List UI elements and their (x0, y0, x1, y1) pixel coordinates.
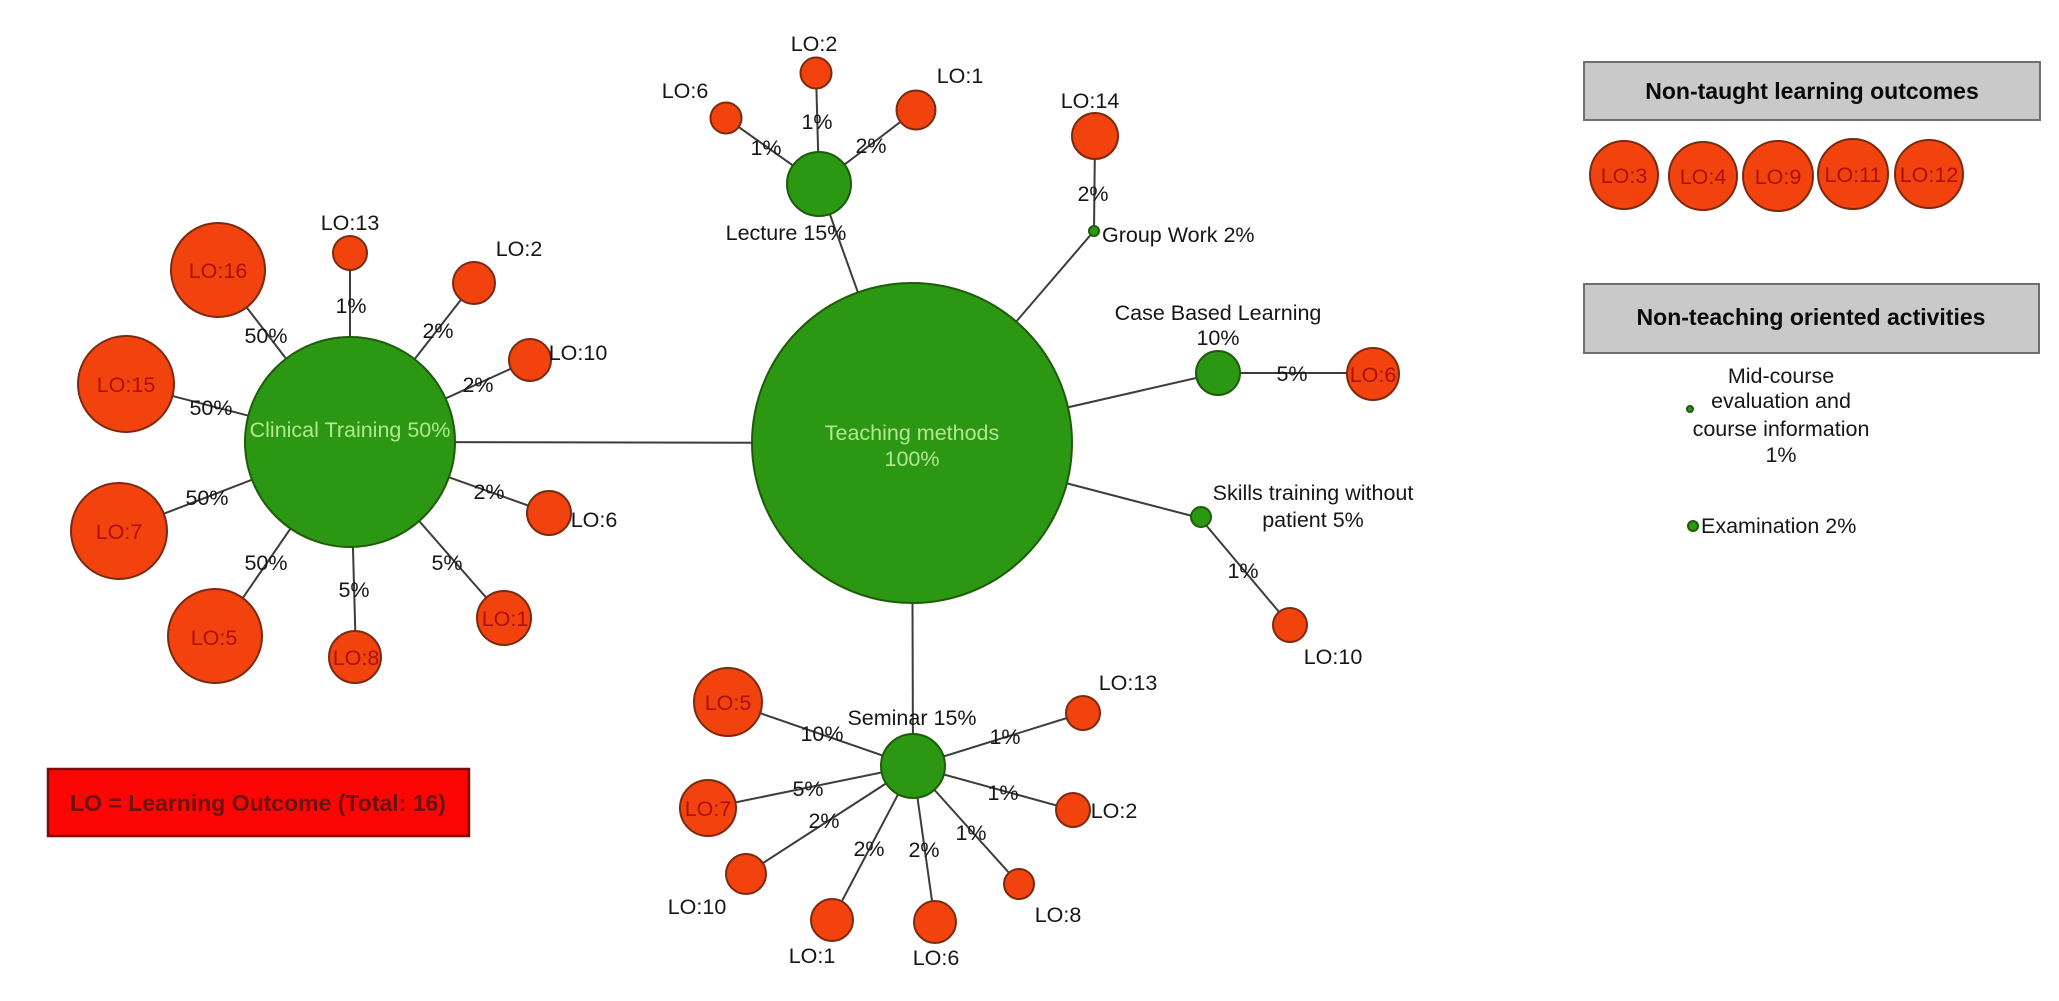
svg-text:50%: 50% (189, 396, 232, 420)
svg-text:1%: 1% (801, 110, 832, 134)
svg-text:LO:2: LO:2 (791, 32, 838, 56)
svg-text:2%: 2% (1077, 182, 1108, 206)
svg-text:5%: 5% (792, 777, 823, 801)
svg-text:LO:12: LO:12 (1900, 163, 1959, 187)
svg-text:50%: 50% (185, 486, 228, 510)
svg-text:10%: 10% (800, 722, 843, 746)
svg-text:LO:6: LO:6 (571, 508, 618, 532)
svg-text:LO:9: LO:9 (1755, 165, 1802, 189)
svg-text:1%: 1% (1227, 559, 1258, 583)
svg-text:1%: 1% (1765, 443, 1796, 467)
svg-text:2%: 2% (473, 480, 504, 504)
svg-text:LO:4: LO:4 (1680, 165, 1727, 189)
svg-text:Examination 2%: Examination 2% (1701, 514, 1856, 538)
svg-text:LO:11: LO:11 (1825, 163, 1882, 187)
svg-text:5%: 5% (431, 551, 462, 575)
svg-text:LO = Learning Outcome (Total:: LO = Learning Outcome (Total: 16) (70, 790, 446, 816)
svg-text:LO:13: LO:13 (1099, 671, 1158, 695)
svg-text:LO:1: LO:1 (482, 607, 529, 631)
svg-text:5%: 5% (338, 578, 369, 602)
svg-text:LO:5: LO:5 (705, 691, 752, 715)
svg-text:LO:10: LO:10 (549, 341, 608, 365)
svg-text:LO:16: LO:16 (189, 259, 248, 283)
svg-text:2%: 2% (855, 134, 886, 158)
svg-text:LO:5: LO:5 (191, 626, 238, 650)
svg-text:LO:14: LO:14 (1061, 89, 1120, 113)
svg-text:1%: 1% (750, 136, 781, 160)
svg-text:50%: 50% (244, 551, 287, 575)
svg-text:2%: 2% (422, 319, 453, 343)
svg-text:LO:8: LO:8 (333, 646, 380, 670)
svg-text:LO:15: LO:15 (97, 373, 156, 397)
svg-text:patient 5%: patient 5% (1262, 508, 1364, 532)
svg-text:Non-teaching oriented activiti: Non-teaching oriented activities (1637, 304, 1986, 330)
svg-text:1%: 1% (335, 294, 366, 318)
svg-text:Teaching methods: Teaching methods (825, 421, 1000, 445)
svg-text:Seminar 15%: Seminar 15% (847, 706, 976, 730)
svg-text:2%: 2% (908, 838, 939, 862)
svg-text:50%: 50% (244, 324, 287, 348)
svg-text:Case Based Learning: Case Based Learning (1115, 301, 1322, 325)
svg-text:LO:6: LO:6 (1350, 363, 1397, 387)
svg-text:2%: 2% (853, 837, 884, 861)
svg-text:LO:2: LO:2 (496, 237, 543, 261)
svg-text:Skills training without: Skills training without (1213, 481, 1414, 505)
svg-text:1%: 1% (989, 725, 1020, 749)
svg-text:LO:8: LO:8 (1035, 903, 1082, 927)
svg-text:1%: 1% (987, 781, 1018, 805)
svg-text:LO:7: LO:7 (685, 797, 732, 821)
svg-text:Lecture 15%: Lecture 15% (726, 221, 847, 245)
svg-text:2%: 2% (808, 809, 839, 833)
svg-text:course information: course information (1693, 417, 1870, 441)
svg-text:Clinical Training 50%: Clinical Training 50% (250, 418, 451, 442)
svg-text:Non-taught learning outcomes: Non-taught learning outcomes (1645, 78, 1979, 104)
svg-text:LO:3: LO:3 (1601, 164, 1648, 188)
svg-text:LO:7: LO:7 (96, 520, 143, 544)
svg-text:1%: 1% (955, 821, 986, 845)
svg-text:LO:13: LO:13 (321, 211, 380, 235)
svg-text:LO:6: LO:6 (913, 946, 960, 970)
svg-text:LO:10: LO:10 (668, 895, 727, 919)
svg-text:2%: 2% (462, 373, 493, 397)
svg-text:Group Work 2%: Group Work 2% (1102, 223, 1255, 247)
svg-text:LO:6: LO:6 (662, 79, 709, 103)
svg-text:10%: 10% (1196, 326, 1239, 350)
svg-text:LO:1: LO:1 (789, 944, 836, 968)
svg-text:LO:1: LO:1 (937, 64, 984, 88)
svg-text:LO:2: LO:2 (1091, 799, 1138, 823)
svg-text:100%: 100% (885, 447, 940, 471)
svg-text:Mid-course: Mid-course (1728, 364, 1834, 388)
svg-text:LO:10: LO:10 (1304, 645, 1363, 669)
svg-text:evaluation and: evaluation and (1711, 389, 1851, 413)
svg-text:5%: 5% (1276, 362, 1307, 386)
